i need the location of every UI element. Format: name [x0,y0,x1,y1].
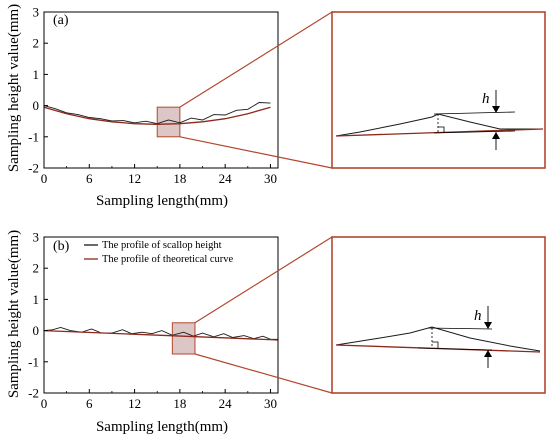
x-tick-label: 18 [173,171,186,186]
scallop-profile-line [43,327,278,340]
inset-h-label: h [482,91,490,107]
x-tick-label: 24 [219,396,233,411]
xlabel-b: Sampling length(mm) [96,419,228,435]
y-tick-label: 2 [33,261,40,276]
y-tick-label: 0 [33,98,40,113]
y-tick-label: 2 [33,36,40,51]
x-tick-label: 30 [264,171,277,186]
inset-right-angle [432,341,439,348]
y-tick-label: -1 [28,354,39,369]
x-tick-label: 6 [86,396,93,411]
theory-curve-line [43,106,271,125]
x-tick-label: 30 [264,396,277,411]
x-tick-label: 18 [173,396,186,411]
inset-arrow-top-head [492,106,500,113]
zoom-connector-b [194,236,333,394]
axes-frame [43,11,279,169]
inset-arrow-bottom-head [484,350,492,357]
panel-label-b: (b) [53,239,70,254]
x-tick-label: 24 [219,171,233,186]
x-tick-label: 6 [86,171,93,186]
y-tick-label: -2 [28,386,39,401]
inset-scallop-line [335,326,541,352]
y-tick-label: -1 [28,129,39,144]
inset-ref-line-top [427,327,493,330]
x-tick-label: 12 [128,396,141,411]
y-tick-label: 3 [33,5,40,20]
x-tick-label: 0 [41,396,48,411]
ylabel-a: Sampling height value(mm) [6,4,22,172]
panel-label-a: (a) [53,13,69,28]
inset-arrow-top-head [484,322,492,329]
theory-curve-line [43,329,279,341]
legend-entry: The profile of theoretical curve [102,254,234,265]
zoom-line-bottom [179,136,333,169]
inset-ref-line-top [433,111,516,115]
panel-a: Sampling height value(mm) 0 6 12 18 24 30-2-1… [6,4,546,209]
x-tick-label: 0 [41,171,48,186]
xlabel-a: Sampling length(mm) [96,193,228,209]
y-tick-label: 1 [33,292,40,307]
highlight-region [171,322,196,355]
inset-b: h [331,236,546,394]
panel-b: Sampling height value(mm) 0 6 12 18 24 30-2-1… [6,230,546,435]
axes-frame [43,236,279,394]
zoom-line-bottom [194,353,333,394]
inset-right-angle [438,126,445,133]
inset-ref-line-bottom [433,130,516,134]
inset-scallop-line [335,113,543,137]
legend-b: The profile of scallop height The profile… [84,240,234,265]
y-tick-label: 0 [33,323,40,338]
y-tick-label: 1 [33,67,40,82]
inset-arrow-bottom-head [492,132,500,139]
inset-ref-line-bottom [417,347,493,351]
zoom-line-top [194,236,333,324]
y-tick-label: -2 [28,161,39,176]
inset-frame [331,236,546,394]
inset-a: h [331,11,546,169]
highlight-region [156,106,181,138]
ylabel-b: Sampling height value(mm) [6,230,22,398]
legend-entry: The profile of scallop height [102,240,222,251]
x-tick-label: 12 [128,171,141,186]
inset-frame [331,11,546,169]
zoom-line-top [179,11,333,108]
y-tick-label: 3 [33,230,40,245]
inset-h-label: h [474,308,482,324]
zoom-connector-a [179,11,333,169]
